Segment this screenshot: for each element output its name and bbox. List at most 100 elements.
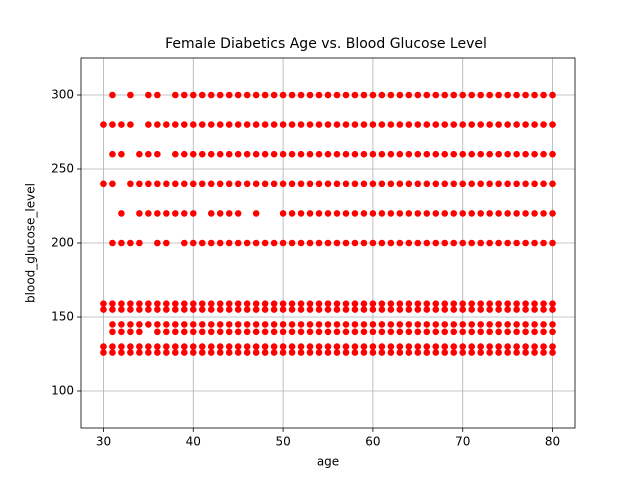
- scatter-point: [109, 121, 116, 128]
- scatter-point: [369, 150, 377, 158]
- scatter-point: [243, 239, 251, 247]
- scatter-point: [522, 343, 529, 350]
- scatter-point: [414, 239, 422, 247]
- scatter-point: [234, 328, 242, 336]
- scatter-point: [216, 210, 224, 217]
- scatter-point: [198, 343, 206, 350]
- scatter-point: [513, 321, 520, 328]
- scatter-point: [486, 210, 493, 217]
- scatter-point: [163, 306, 170, 313]
- scatter-point: [405, 180, 413, 188]
- scatter-point: [396, 321, 404, 328]
- scatter-point: [351, 300, 359, 307]
- scatter-point: [252, 210, 260, 217]
- scatter-point: [342, 321, 350, 328]
- scatter-point: [495, 328, 502, 336]
- scatter-point: [333, 91, 341, 99]
- scatter-point: [540, 321, 547, 328]
- scatter-point: [351, 328, 359, 336]
- scatter-point: [459, 306, 467, 313]
- scatter-point: [495, 121, 502, 128]
- scatter-point: [486, 300, 493, 307]
- scatter-point: [369, 210, 377, 217]
- y-tick-label: 300: [51, 88, 74, 102]
- scatter-point: [118, 349, 125, 356]
- scatter-point: [100, 121, 107, 128]
- scatter-point: [109, 91, 116, 99]
- scatter-point: [118, 239, 125, 247]
- scatter-point: [252, 306, 260, 313]
- scatter-point: [145, 150, 152, 158]
- scatter-point: [154, 239, 161, 247]
- scatter-point: [297, 121, 305, 128]
- scatter-point: [261, 321, 269, 328]
- scatter-point: [180, 239, 188, 247]
- scatter-point: [504, 306, 511, 313]
- scatter-point: [486, 349, 493, 356]
- scatter-point: [378, 150, 386, 158]
- scatter-point: [432, 239, 440, 247]
- scatter-point: [252, 321, 260, 328]
- scatter-point: [414, 343, 422, 350]
- scatter-point: [279, 150, 287, 158]
- scatter-point: [234, 121, 242, 128]
- scatter-point: [297, 150, 305, 158]
- scatter-point: [459, 180, 467, 188]
- scatter-point: [423, 239, 431, 247]
- scatter-point: [495, 239, 502, 247]
- scatter-point: [351, 343, 359, 350]
- scatter-point: [342, 239, 350, 247]
- scatter-point: [279, 343, 287, 350]
- scatter-point: [441, 150, 449, 158]
- scatter-point: [136, 349, 143, 356]
- scatter-point: [441, 210, 449, 217]
- scatter-point: [154, 210, 161, 217]
- scatter-point: [351, 321, 359, 328]
- x-axis-label: age: [317, 455, 339, 469]
- scatter-point: [306, 210, 314, 217]
- scatter-point: [342, 150, 350, 158]
- scatter-point: [270, 121, 278, 128]
- scatter-point: [252, 349, 260, 356]
- scatter-point: [127, 306, 134, 313]
- plot-frame: [80, 57, 576, 429]
- scatter-point: [432, 306, 440, 313]
- scatter-point: [243, 300, 251, 307]
- scatter-point: [486, 321, 493, 328]
- scatter-point: [459, 239, 467, 247]
- scatter-point: [109, 150, 116, 158]
- scatter-point: [387, 321, 395, 328]
- scatter-point: [172, 180, 179, 188]
- scatter-point: [189, 121, 197, 128]
- scatter-point: [118, 150, 125, 158]
- scatter-point: [432, 91, 440, 99]
- scatter-point: [423, 210, 431, 217]
- scatter-point: [486, 328, 493, 336]
- scatter-point: [243, 306, 251, 313]
- scatter-point: [109, 328, 116, 336]
- scatter-point: [360, 239, 368, 247]
- scatter-point: [522, 321, 529, 328]
- scatter-point: [306, 300, 314, 307]
- scatter-point: [315, 300, 323, 307]
- scatter-point: [324, 239, 332, 247]
- scatter-point: [522, 210, 529, 217]
- scatter-point: [486, 91, 493, 99]
- scatter-point: [486, 150, 493, 158]
- scatter-point: [127, 343, 134, 350]
- scatter-point: [145, 349, 152, 356]
- scatter-point: [306, 328, 314, 336]
- scatter-point: [441, 180, 449, 188]
- scatter-point: [225, 321, 233, 328]
- scatter-point: [127, 300, 134, 307]
- scatter-point: [252, 328, 260, 336]
- scatter-point: [333, 180, 341, 188]
- scatter-point: [127, 349, 134, 356]
- scatter-point: [136, 239, 143, 247]
- scatter-point: [297, 180, 305, 188]
- scatter-point: [396, 210, 404, 217]
- scatter-point: [270, 91, 278, 99]
- scatter-point: [180, 180, 188, 188]
- scatter-point: [180, 150, 188, 158]
